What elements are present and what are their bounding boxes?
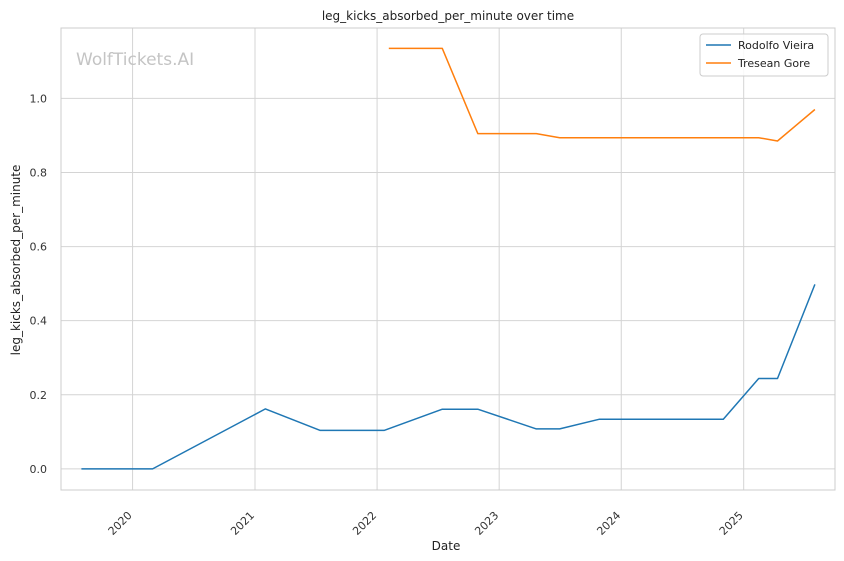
y-tick-labels: 0.0 0.2 0.4 0.6 0.8 1.0 bbox=[30, 92, 48, 475]
legend-entry-tresean-gore: Tresean Gore bbox=[737, 57, 810, 70]
y-tick-label: 0.2 bbox=[30, 389, 48, 402]
x-tick-label: 2025 bbox=[717, 509, 746, 538]
y-tick-label: 0.6 bbox=[30, 241, 48, 254]
x-tick-label: 2021 bbox=[228, 509, 257, 538]
legend-entry-rodolfo-vieira: Rodolfo Vieira bbox=[738, 39, 814, 52]
y-tick-label: 0.8 bbox=[30, 166, 48, 179]
x-tick-label: 2024 bbox=[594, 509, 623, 538]
x-tick-label: 2023 bbox=[472, 509, 501, 538]
y-axis-label: leg_kicks_absorbed_per_minute bbox=[9, 165, 23, 356]
x-tick-label: 2022 bbox=[350, 509, 379, 538]
chart-title: leg_kicks_absorbed_per_minute over time bbox=[322, 9, 574, 23]
watermark: WolfTickets.AI bbox=[76, 50, 194, 70]
x-axis-label: Date bbox=[432, 539, 461, 553]
series-line-tresean-gore bbox=[388, 47, 816, 142]
y-tick-label: 1.0 bbox=[30, 92, 48, 105]
x-tick-label: 2020 bbox=[106, 509, 135, 538]
legend-box bbox=[699, 33, 829, 77]
x-tick-labels: 2020 2021 2022 2023 2024 2025 bbox=[106, 509, 746, 538]
plot-frame bbox=[60, 27, 836, 491]
series-lines bbox=[81, 47, 816, 470]
y-tick-label: 0.0 bbox=[30, 463, 48, 476]
y-tick-label: 0.4 bbox=[30, 315, 48, 328]
series-line-rodolfo-vieira bbox=[81, 284, 816, 470]
grid bbox=[61, 28, 835, 490]
legend: Rodolfo Vieira Tresean Gore bbox=[699, 33, 829, 77]
